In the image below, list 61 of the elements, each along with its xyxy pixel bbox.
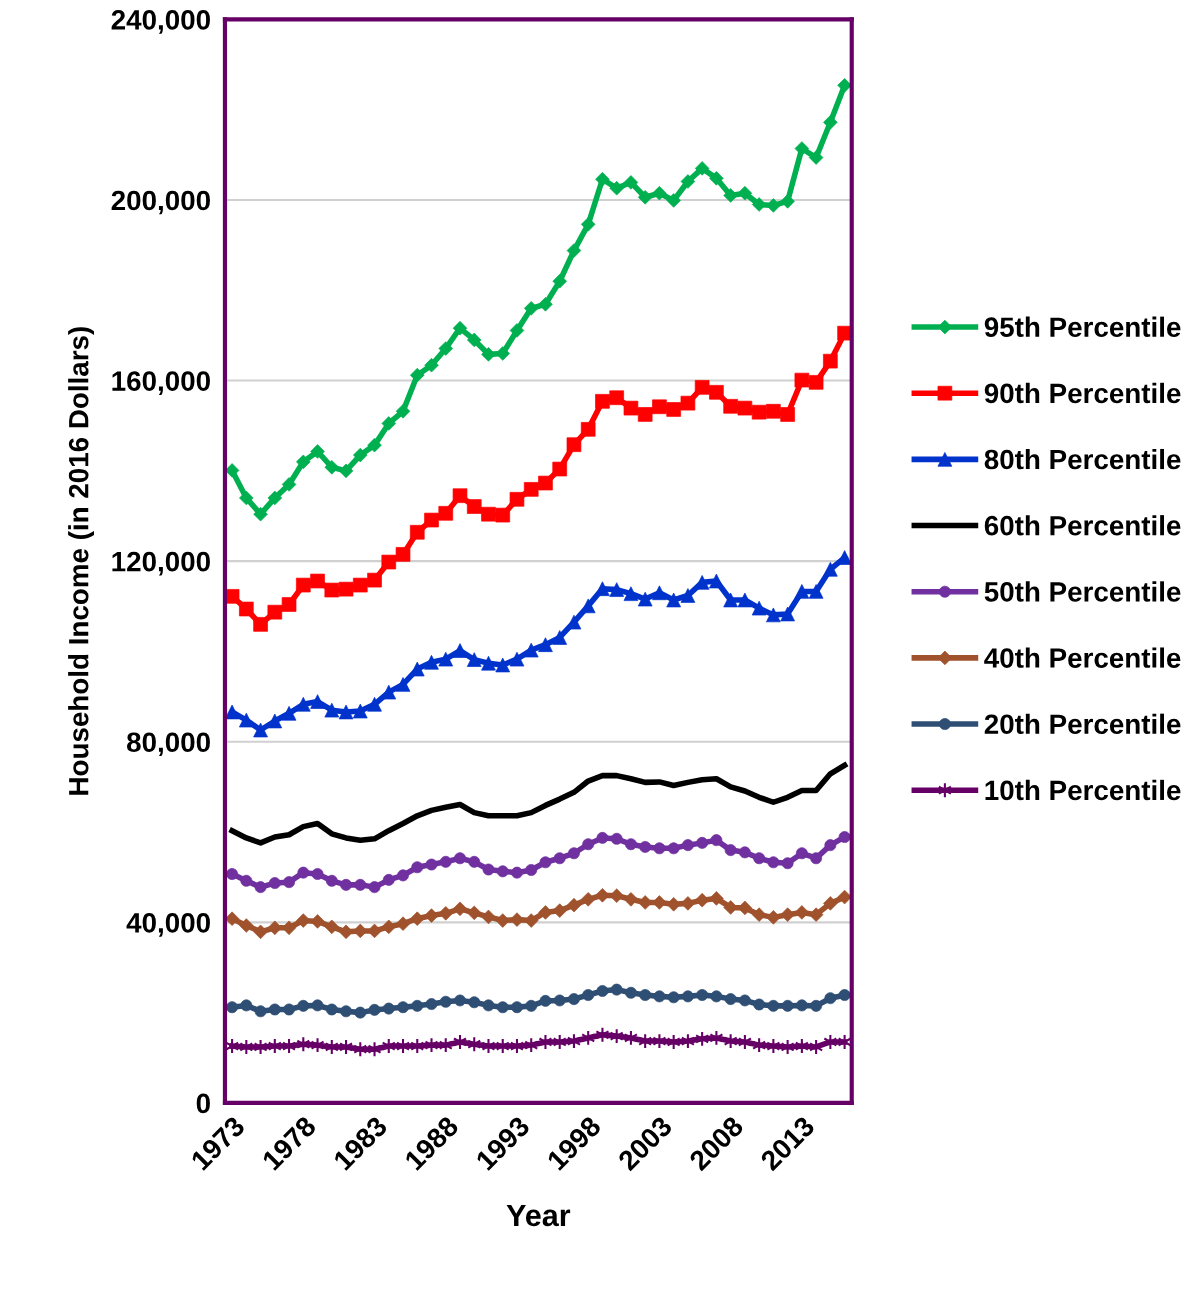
point <box>751 197 767 212</box>
point <box>409 524 425 540</box>
point <box>794 905 810 920</box>
point <box>367 1041 382 1058</box>
point <box>609 582 624 597</box>
point <box>680 395 696 411</box>
point <box>623 892 639 907</box>
point <box>709 385 724 400</box>
point <box>253 617 268 632</box>
point <box>239 490 254 506</box>
legend-label: 10th Percentile <box>985 779 1181 801</box>
point <box>794 141 810 156</box>
point <box>467 332 482 348</box>
point <box>481 1038 496 1055</box>
point <box>353 923 368 939</box>
point <box>694 380 710 395</box>
legend-label: 50th Percentile <box>984 581 1181 602</box>
legend-label: 20th Percentile <box>984 713 1181 735</box>
point <box>595 171 610 187</box>
point <box>623 175 639 190</box>
point <box>324 582 340 598</box>
point <box>538 1034 553 1050</box>
point <box>580 217 596 232</box>
point <box>523 482 539 497</box>
legend-label: 90th Percentile <box>984 382 1181 404</box>
point <box>352 577 368 593</box>
y-tick-label: 240,000 <box>111 10 210 34</box>
point <box>595 394 610 409</box>
point <box>381 554 397 570</box>
legend-label: 40th Percentile <box>984 647 1181 668</box>
point <box>353 447 368 463</box>
point <box>710 990 723 1003</box>
point <box>438 506 454 521</box>
point <box>367 923 382 939</box>
legend-label: 80th Percentile <box>984 448 1181 470</box>
y-tick-label: 40,000 <box>126 913 210 937</box>
point <box>509 323 525 338</box>
y-axis-title: Household Income (in 2016 Dollars) <box>68 327 95 795</box>
x-axis-title: Year <box>506 1204 571 1227</box>
y-tick-label: 200,000 <box>111 190 210 215</box>
point <box>524 913 539 928</box>
point <box>395 916 411 931</box>
point <box>253 506 268 522</box>
legend-label: 95th Percentile <box>984 316 1181 338</box>
point <box>381 416 396 431</box>
point <box>737 400 753 416</box>
point <box>609 390 624 406</box>
point <box>424 358 439 373</box>
point <box>823 353 838 369</box>
y-tick-label: 0 <box>196 1093 210 1114</box>
point <box>267 490 283 506</box>
y-tick-label: 80,000 <box>127 732 210 757</box>
y-tick-label: 120,000 <box>112 551 210 576</box>
point <box>808 907 824 922</box>
point <box>509 492 525 507</box>
legend-label: 60th Percentile <box>984 515 1181 536</box>
point <box>452 320 468 336</box>
y-tick-label: 160,000 <box>112 371 210 395</box>
point <box>452 488 468 503</box>
point <box>424 1037 439 1054</box>
point <box>808 375 824 390</box>
